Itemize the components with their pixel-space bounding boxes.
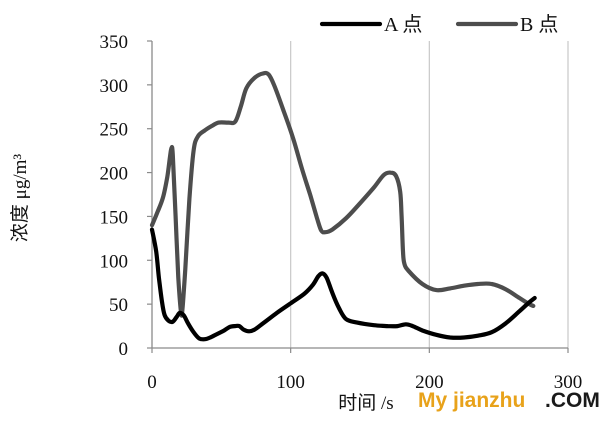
axes	[147, 40, 569, 353]
y-tick-label-50: 50	[109, 295, 128, 316]
watermark-logo: My jianzhu .COM	[418, 389, 600, 412]
watermark-dotcom: .COM	[545, 389, 600, 412]
y-tick-label-300: 300	[100, 76, 129, 97]
y-axis-title: 浓度 μg/m³	[9, 154, 31, 242]
series-line-a	[149, 227, 537, 342]
watermark-text: My jianzhu	[418, 389, 525, 412]
grid-lines	[290, 41, 569, 348]
y-tick-label-350: 350	[100, 32, 129, 53]
series-lines	[149, 70, 537, 342]
y-tick-label-150: 150	[100, 207, 129, 228]
x-tick-label-300: 300	[554, 372, 583, 393]
y-tick-label-0: 0	[119, 339, 129, 360]
legend-label-b: B 点	[520, 13, 558, 36]
y-tick-label-100: 100	[100, 251, 129, 272]
y-tick-label-200: 200	[100, 164, 129, 185]
x-tick-label-100: 100	[276, 372, 305, 393]
x-tick-label-200: 200	[415, 372, 444, 393]
series-line-b	[149, 70, 536, 318]
x-tick-label-0: 0	[147, 372, 157, 393]
legend-label-a: A 点	[384, 13, 422, 36]
y-tick-label-250: 250	[100, 120, 129, 141]
x-axis-title: 时间 /s	[338, 392, 393, 414]
tick-labels: 0 50 100 150 200 250 300 350 0 100 200 300	[100, 32, 583, 393]
